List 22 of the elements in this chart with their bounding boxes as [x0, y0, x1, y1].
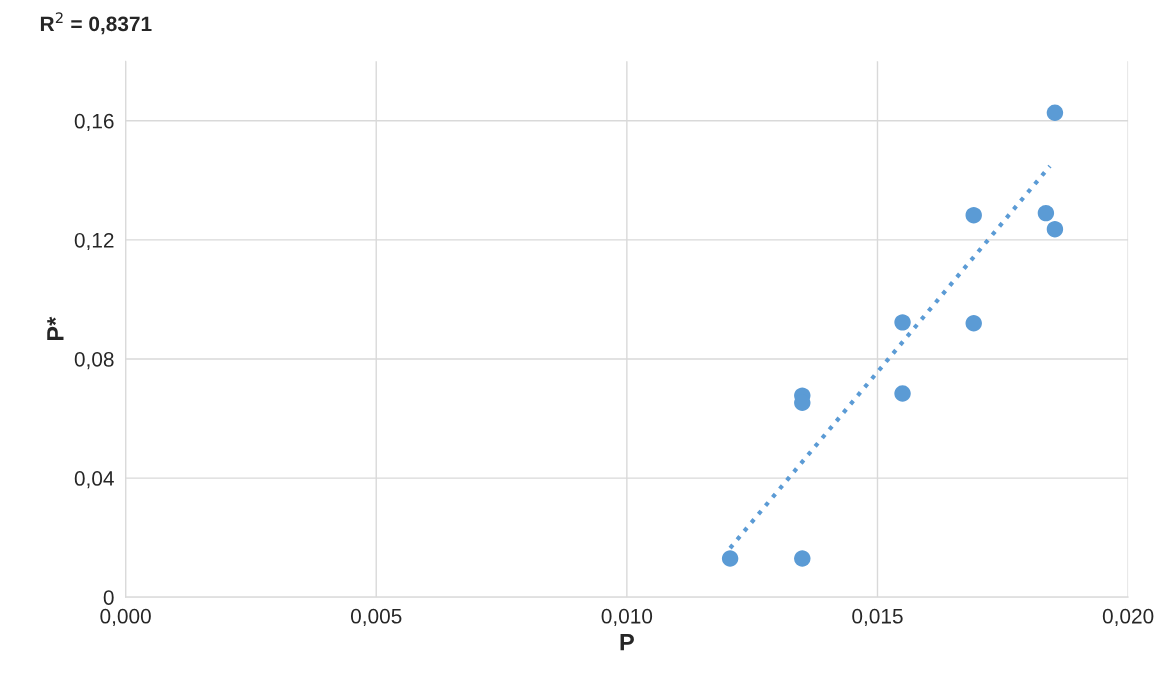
- text: R$^{2}$ = 0,8371: [40, 12, 152, 35]
- y-tick-label: 0,12: [74, 232, 114, 251]
- x-tick-label: 0,005: [350, 608, 402, 627]
- point: [794, 550, 811, 567]
- point: [965, 315, 982, 332]
- x-tick-label: 0,000: [100, 608, 151, 627]
- x-tick-label: 0,015: [852, 608, 903, 627]
- y-tick-label: 0,16: [74, 113, 114, 132]
- x-axis-title: P: [620, 634, 634, 651]
- x-tick-label: 0,010: [601, 608, 653, 627]
- point: [965, 206, 982, 224]
- x-tick-label: 0,020: [1102, 608, 1154, 627]
- point: [894, 314, 911, 331]
- point: [1046, 220, 1064, 238]
- y-tick-label: 0,04: [74, 471, 114, 489]
- y-tick-label: 0: [103, 590, 114, 605]
- point: [721, 550, 739, 567]
- point: [1037, 204, 1055, 222]
- y-tick-label: 0,08: [74, 351, 114, 370]
- point: [894, 385, 911, 402]
- y-axis-title: P*: [47, 316, 64, 341]
- point: [1046, 104, 1064, 121]
